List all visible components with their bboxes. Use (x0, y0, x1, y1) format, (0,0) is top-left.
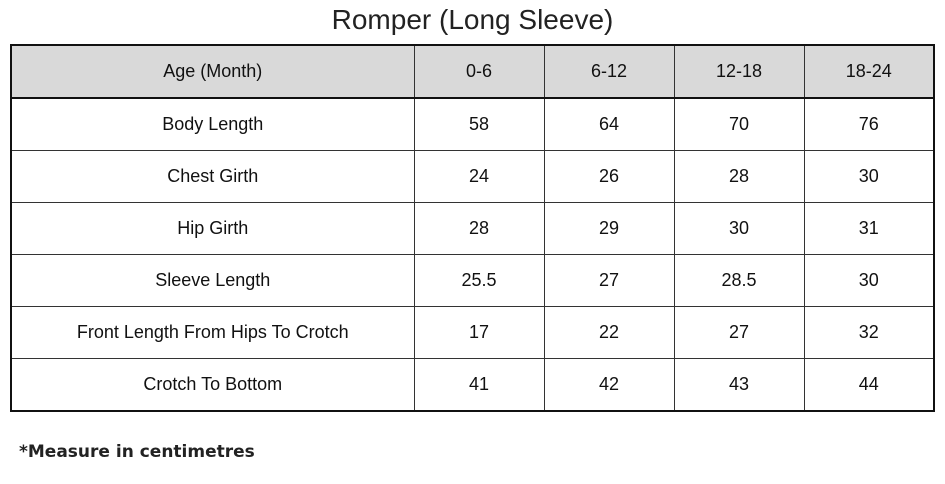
size-table: Age (Month) 0-6 6-12 12-18 18-24 Body Le… (10, 44, 935, 412)
table-row: Chest Girth 24 26 28 30 (10, 150, 935, 203)
value-cell: 22 (543, 306, 675, 359)
value-cell: 64 (543, 97, 675, 151)
value-cell: 27 (543, 254, 675, 307)
table-row: Sleeve Length 25.5 27 28.5 30 (10, 254, 935, 307)
header-cell: 6-12 (543, 44, 675, 99)
value-cell: 24 (413, 150, 545, 203)
value-cell: 43 (673, 358, 805, 412)
value-cell: 25.5 (413, 254, 545, 307)
value-cell: 28.5 (673, 254, 805, 307)
value-cell: 30 (673, 202, 805, 255)
table-row: Front Length From Hips To Crotch 17 22 27 32 (10, 306, 935, 359)
measurement-note: *Measure in centimetres (19, 442, 255, 462)
value-cell: 28 (413, 202, 545, 255)
header-cell: 18-24 (803, 44, 935, 99)
row-label: Hip Girth (10, 202, 415, 255)
value-cell: 30 (803, 254, 935, 307)
row-label: Body Length (10, 97, 415, 151)
header-row: Age (Month) 0-6 6-12 12-18 18-24 (10, 44, 935, 99)
value-cell: 58 (413, 97, 545, 151)
header-cell: 12-18 (673, 44, 805, 99)
header-cell: 0-6 (413, 44, 545, 99)
value-cell: 31 (803, 202, 935, 255)
value-cell: 42 (543, 358, 675, 412)
value-cell: 70 (673, 97, 805, 151)
row-label: Chest Girth (10, 150, 415, 203)
value-cell: 30 (803, 150, 935, 203)
header-cell: Age (Month) (10, 44, 415, 99)
value-cell: 27 (673, 306, 805, 359)
value-cell: 44 (803, 358, 935, 412)
value-cell: 32 (803, 306, 935, 359)
value-cell: 29 (543, 202, 675, 255)
value-cell: 41 (413, 358, 545, 412)
table-row: Body Length 58 64 70 76 (10, 97, 935, 151)
value-cell: 17 (413, 306, 545, 359)
value-cell: 26 (543, 150, 675, 203)
row-label: Sleeve Length (10, 254, 415, 307)
table-row: Crotch To Bottom 41 42 43 44 (10, 358, 935, 412)
chart-title: Romper (Long Sleeve) (331, 4, 614, 35)
value-cell: 76 (803, 97, 935, 151)
row-label: Front Length From Hips To Crotch (10, 306, 415, 359)
row-label: Crotch To Bottom (10, 358, 415, 412)
table-row: Hip Girth 28 29 30 31 (10, 202, 935, 255)
value-cell: 28 (673, 150, 805, 203)
